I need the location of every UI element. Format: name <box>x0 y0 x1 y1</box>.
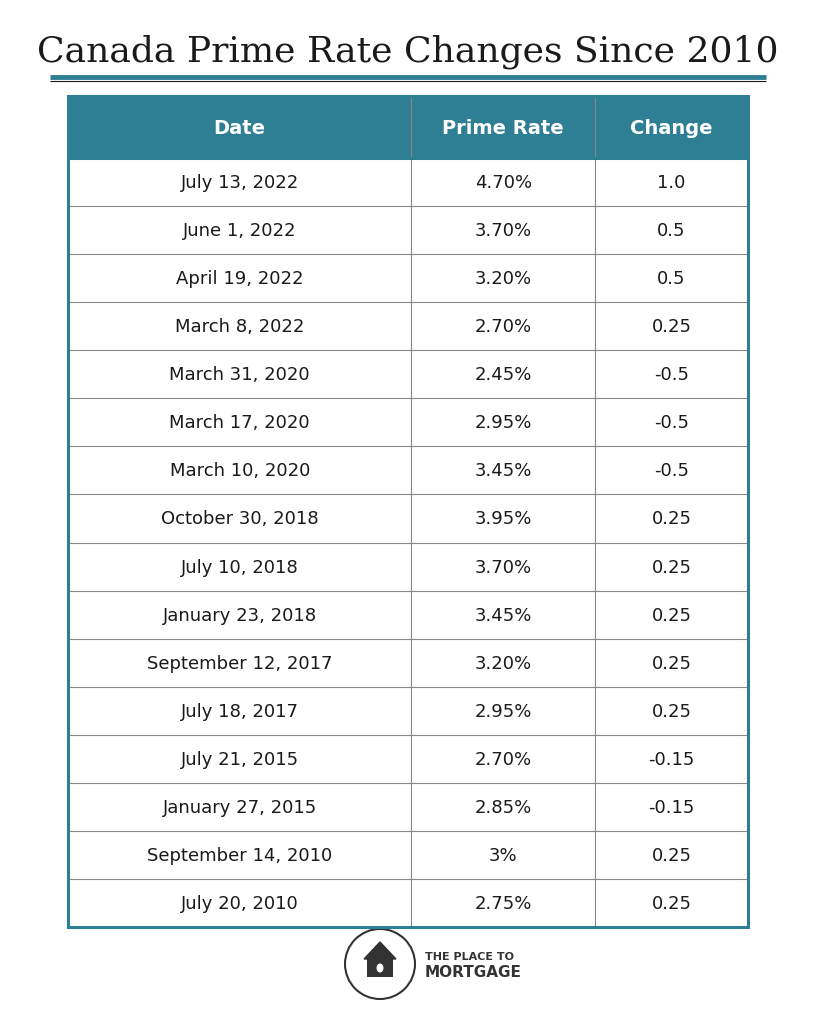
Text: July 20, 2010: July 20, 2010 <box>181 894 299 912</box>
Text: July 13, 2022: July 13, 2022 <box>180 174 299 192</box>
Text: 3.45%: 3.45% <box>475 462 532 480</box>
Text: 2.75%: 2.75% <box>475 894 532 912</box>
Text: 0.5: 0.5 <box>657 270 685 288</box>
Bar <box>68 783 748 832</box>
Bar <box>68 207 748 255</box>
Text: 0.25: 0.25 <box>651 846 691 864</box>
Text: 3.20%: 3.20% <box>475 654 532 672</box>
Bar <box>68 543 748 591</box>
Text: 3.45%: 3.45% <box>475 606 532 624</box>
Text: July 18, 2017: July 18, 2017 <box>180 702 299 720</box>
Bar <box>68 591 748 639</box>
Text: March 17, 2020: March 17, 2020 <box>170 414 310 432</box>
Text: 0.25: 0.25 <box>651 558 691 576</box>
Text: Prime Rate: Prime Rate <box>442 118 564 138</box>
Bar <box>68 832 748 879</box>
Text: Date: Date <box>214 118 266 138</box>
Text: 0.25: 0.25 <box>651 894 691 912</box>
Bar <box>68 687 748 735</box>
Text: Canada Prime Rate Changes Since 2010: Canada Prime Rate Changes Since 2010 <box>38 35 778 69</box>
Text: -0.5: -0.5 <box>654 366 689 384</box>
Text: 2.95%: 2.95% <box>475 702 532 720</box>
Text: 0.25: 0.25 <box>651 606 691 624</box>
Text: 3%: 3% <box>489 846 517 864</box>
Bar <box>367 959 393 977</box>
Bar <box>68 495 748 543</box>
Text: -0.5: -0.5 <box>654 462 689 480</box>
Text: 2.95%: 2.95% <box>475 414 532 432</box>
Bar <box>68 159 748 207</box>
Text: July 21, 2015: July 21, 2015 <box>180 750 299 768</box>
Text: MORTGAGE: MORTGAGE <box>425 965 522 979</box>
Text: October 30, 2018: October 30, 2018 <box>161 510 318 528</box>
Text: March 10, 2020: March 10, 2020 <box>170 462 310 480</box>
Text: 0.5: 0.5 <box>657 222 685 239</box>
Text: THE PLACE TO: THE PLACE TO <box>425 951 514 961</box>
Text: 0.25: 0.25 <box>651 318 691 336</box>
Bar <box>68 255 748 303</box>
Text: April 19, 2022: April 19, 2022 <box>176 270 304 288</box>
Text: 0.25: 0.25 <box>651 702 691 720</box>
Text: Change: Change <box>630 118 712 138</box>
Polygon shape <box>364 943 396 959</box>
Bar <box>68 735 748 783</box>
Text: 0.25: 0.25 <box>651 654 691 672</box>
Text: September 12, 2017: September 12, 2017 <box>147 654 332 672</box>
Text: 3.95%: 3.95% <box>475 510 532 528</box>
Text: July 10, 2018: July 10, 2018 <box>181 558 299 576</box>
Text: 3.20%: 3.20% <box>475 270 532 288</box>
Bar <box>68 398 748 447</box>
Text: 3.70%: 3.70% <box>475 222 532 239</box>
Text: -0.15: -0.15 <box>649 750 694 768</box>
Text: June 1, 2022: June 1, 2022 <box>183 222 296 239</box>
Text: -0.5: -0.5 <box>654 414 689 432</box>
Ellipse shape <box>376 964 384 972</box>
Text: January 27, 2015: January 27, 2015 <box>162 798 317 816</box>
Text: 2.85%: 2.85% <box>475 798 532 816</box>
Bar <box>68 351 748 398</box>
Bar <box>68 879 748 927</box>
Bar <box>68 447 748 495</box>
Text: 2.70%: 2.70% <box>475 750 532 768</box>
Text: -0.15: -0.15 <box>649 798 694 816</box>
Text: March 8, 2022: March 8, 2022 <box>175 318 304 336</box>
Bar <box>68 97 748 159</box>
Bar <box>68 303 748 351</box>
Text: January 23, 2018: January 23, 2018 <box>162 606 317 624</box>
Text: September 14, 2010: September 14, 2010 <box>147 846 332 864</box>
Text: March 31, 2020: March 31, 2020 <box>170 366 310 384</box>
Text: 2.70%: 2.70% <box>475 318 532 336</box>
Bar <box>68 97 748 927</box>
Bar <box>68 639 748 687</box>
Text: 3.70%: 3.70% <box>475 558 532 576</box>
Text: 2.45%: 2.45% <box>475 366 532 384</box>
Text: 1.0: 1.0 <box>658 174 685 192</box>
Text: 4.70%: 4.70% <box>475 174 532 192</box>
Text: 0.25: 0.25 <box>651 510 691 528</box>
